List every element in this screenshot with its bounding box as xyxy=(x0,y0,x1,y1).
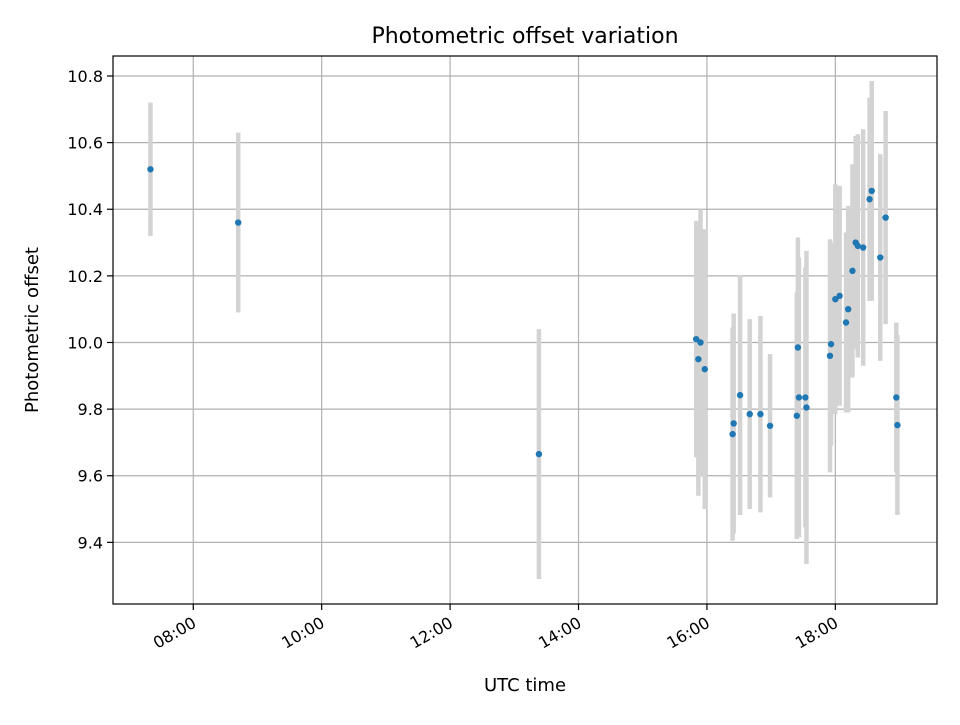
data-point xyxy=(844,305,852,313)
x-tick-label: 10:00 xyxy=(278,613,327,653)
error-bars xyxy=(148,80,900,580)
data-point xyxy=(866,196,873,203)
data-point xyxy=(849,267,856,275)
data-point xyxy=(877,254,884,261)
data-point xyxy=(882,214,889,221)
data-point xyxy=(729,430,736,438)
data-point xyxy=(868,187,875,195)
y-tick-label: 9.4 xyxy=(78,533,103,552)
y-tick-label: 10.6 xyxy=(67,134,103,153)
data-points xyxy=(147,166,901,458)
plot-frame xyxy=(112,55,938,605)
data-point xyxy=(802,394,809,401)
x-tick-label: 16:00 xyxy=(663,613,712,653)
chart-title: Photometric offset variation xyxy=(371,24,678,49)
data-point xyxy=(746,410,753,418)
data-point xyxy=(535,450,543,458)
data-point xyxy=(826,352,834,360)
data-point xyxy=(803,404,810,411)
data-point xyxy=(827,340,835,348)
x-axis-label: UTC time xyxy=(484,675,566,696)
data-point xyxy=(147,166,154,173)
y-tick-label: 10.4 xyxy=(67,200,103,219)
data-point xyxy=(854,242,862,250)
data-point xyxy=(836,292,843,300)
x-tick-label: 14:00 xyxy=(535,613,584,653)
data-point xyxy=(697,339,704,346)
data-point xyxy=(757,410,764,418)
x-tick-label: 08:00 xyxy=(150,613,199,653)
data-point xyxy=(795,394,803,401)
y-axis-label: Photometric offset xyxy=(22,247,43,413)
data-point xyxy=(893,394,900,401)
data-point xyxy=(842,319,850,326)
axis-ticks: 08:00 10:00 12:00 14:00 16:00 18:00 9.4 9.6 9.8 1… xyxy=(67,67,841,653)
data-point xyxy=(793,412,801,419)
data-point xyxy=(736,391,744,399)
data-point xyxy=(766,422,774,429)
data-point xyxy=(794,344,802,351)
y-tick-label: 10.2 xyxy=(67,267,103,286)
data-point xyxy=(235,219,242,226)
data-point xyxy=(730,420,737,427)
data-point xyxy=(695,355,702,363)
y-tick-label: 9.8 xyxy=(78,400,103,419)
data-point xyxy=(859,244,867,251)
y-tick-label: 9.6 xyxy=(78,467,103,486)
data-point xyxy=(701,365,708,373)
y-tick-label: 10.8 xyxy=(67,67,103,86)
x-tick-label: 12:00 xyxy=(407,613,456,653)
y-tick-label: 10.0 xyxy=(67,333,103,352)
x-tick-label: 18:00 xyxy=(792,613,841,653)
data-point xyxy=(894,421,901,429)
